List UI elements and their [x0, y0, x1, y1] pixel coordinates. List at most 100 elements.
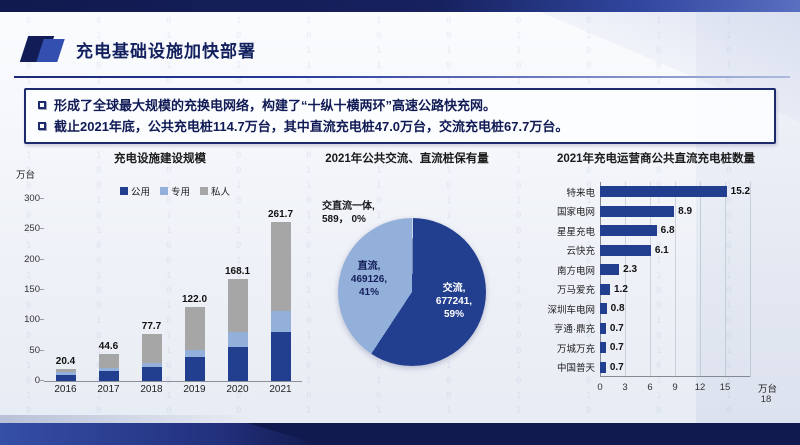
- x-axis-unit: 万台: [758, 384, 778, 395]
- bar-segment-private: [227, 279, 248, 333]
- grid-line: [650, 182, 651, 377]
- pie-label-line: 59%: [443, 309, 464, 320]
- hbar-plot: 特来电 15.2 国家电网 8.9 星星充电 6.8 云快充 6.1 南方电网 2.3 万马爱充 1.…: [520, 182, 792, 377]
- legend-swatch: [159, 187, 168, 195]
- hbar-row: 万城万充 0.7: [520, 338, 792, 358]
- x-category-label: 2021: [269, 384, 292, 395]
- bar-plot-area: 0 50 100 150 200 250 300 20.4 2016 44.6 2017 77.7 20…: [24, 193, 302, 395]
- pie-slice-label-ac: 交流, 677241, 59%: [426, 282, 482, 321]
- chart-title: 充电设施建设规模: [114, 153, 206, 165]
- bar-segment-private: [184, 307, 205, 350]
- hbar-category-label: 云快充: [566, 246, 595, 258]
- bar-total-label: 44.6: [98, 340, 119, 352]
- hbar-row: 星星充电 6.8: [520, 221, 792, 241]
- grid-line: [700, 182, 701, 377]
- legend-item-public: 公用: [119, 184, 150, 198]
- bar-stack: [141, 333, 162, 381]
- hbar-bar: [600, 244, 651, 256]
- x-tick-label: 3: [622, 382, 628, 393]
- hbar-value-label: 0.7: [609, 342, 624, 354]
- x-tick-label: 0: [597, 382, 603, 393]
- bar-segment-dedicated: [270, 311, 291, 332]
- x-category-label: 2017: [97, 384, 120, 395]
- hbar-bar: [600, 303, 607, 315]
- hbar-category-label: 亨通·鼎充: [553, 324, 595, 336]
- hbar-bar: [600, 283, 610, 295]
- hbar-row: 云快充 6.1: [520, 241, 792, 261]
- hbar-row: 深圳车电网 0.8: [520, 299, 792, 319]
- stacked-bar-chart: 充电设施建设规模 万台 公用 专用 私人 0 50 100 150 200 250 300 20.…: [12, 150, 308, 395]
- hbar-value-label: 1.2: [614, 283, 628, 295]
- pie-label-line: 469126,: [350, 274, 388, 285]
- hbar-value-label: 0.7: [609, 361, 624, 373]
- bar-total-label: 122.0: [181, 294, 208, 305]
- bar-stack: [270, 222, 291, 381]
- grid-line: [750, 182, 751, 377]
- bar-segment-public: [98, 371, 119, 381]
- slide-title: 充电基础设施加快部署: [76, 41, 256, 61]
- hbar-category-label: 万城万充: [556, 343, 595, 355]
- grid-line: [600, 182, 601, 377]
- bar-segment-private: [98, 353, 119, 369]
- pie-label-line: 41%: [358, 287, 379, 298]
- hbar-bar: [600, 205, 675, 217]
- bottom-wedge-decoration: [0, 415, 250, 424]
- title-ribbon-icon: [19, 36, 65, 62]
- y-tick-mark: [40, 380, 44, 381]
- square-bullet-icon: [38, 122, 46, 130]
- hbar-value-label: 15.2: [730, 186, 751, 198]
- bar-segment-public: [55, 374, 76, 381]
- hbar-row: 中国普天 0.7: [520, 358, 792, 378]
- pie-chart: 2021年公共交流、直流桩保有量 交流, 677241, 59% 直流, 469126,…: [308, 150, 506, 400]
- legend-swatch: [119, 187, 128, 195]
- x-category-label: 2018: [140, 384, 163, 395]
- bullet-item: 形成了全球最大规模的充换电网络，构建了“十纵十横两环”高速公路快充网。: [38, 95, 762, 116]
- bar-stack: [227, 279, 248, 381]
- bar-stack: [55, 368, 76, 381]
- bottom-band: [0, 423, 800, 445]
- y-axis-unit: 万台: [16, 170, 36, 181]
- pie-label-line: 交直流一体,: [322, 201, 375, 212]
- bar-segment-public: [184, 357, 205, 381]
- hbar-row: 国家电网 8.9: [520, 202, 792, 222]
- pie-slice-label-acdc: 交直流一体, 589， 0%: [322, 200, 422, 226]
- hbar-chart: 2021年充电运营商公共直流充电桩数量 特来电 15.2 国家电网 8.9 星星充电 6.…: [520, 150, 792, 409]
- y-tick-mark: [40, 228, 44, 230]
- hbar-category-label: 深圳车电网: [547, 304, 595, 316]
- hbar-row: 特来电 15.2: [520, 182, 792, 202]
- y-tick-mark: [40, 198, 44, 199]
- grid-line: [725, 182, 726, 377]
- y-tick-mark: [40, 258, 44, 260]
- pie: [338, 218, 486, 366]
- pie-label-line: 677241,: [435, 296, 473, 307]
- x-tick-label: 15: [719, 382, 731, 393]
- bullet-item: 截止2021年底，公共充电桩114.7万台，其中直流充电桩47.0万台，交流充电…: [38, 116, 762, 137]
- legend-item-private: 私人: [200, 184, 230, 198]
- chart-title: 2021年公共交流、直流桩保有量: [325, 153, 489, 165]
- top-band: [0, 0, 800, 12]
- chart-title: 2021年充电运营商公共直流充电桩数量: [556, 153, 756, 165]
- hbar-category-label: 星星充电: [556, 226, 595, 238]
- y-tick-mark: [40, 319, 44, 321]
- y-tick-label: 50: [29, 344, 40, 356]
- x-axis-line: [600, 376, 750, 377]
- hbar-bar: [600, 225, 657, 237]
- legend-label: 专用: [170, 187, 190, 198]
- legend-item-dedicated: 专用: [159, 184, 190, 198]
- y-tick-mark: [40, 349, 44, 351]
- x-tick-label: 12: [694, 382, 706, 393]
- grid-line: [625, 182, 626, 377]
- bottom-band-accent: [0, 423, 320, 445]
- bullet-text: 截止2021年底，公共充电桩114.7万台，其中直流充电桩47.0万台，交流充电…: [54, 119, 569, 134]
- pie-label-line: 589， 0%: [322, 214, 366, 225]
- bar-segment-public: [270, 331, 291, 381]
- hbar-category-label: 中国普天: [556, 363, 595, 375]
- bar-segment-dedicated: [227, 332, 248, 348]
- hbar-x-axis: 万台 0 3 6 9 12 15 18: [520, 379, 792, 409]
- hbar-row: 南方电网 2.3: [520, 260, 792, 280]
- bar-segment-dedicated: [98, 368, 119, 372]
- y-tick-label: 150: [24, 284, 40, 295]
- pie-slice-label-dc: 直流, 469126, 41%: [344, 260, 394, 299]
- pie-label-layer: 交流, 677241, 59% 直流, 469126, 41% 交直流一体, 589， 0%: [308, 170, 506, 400]
- hbar-bar: [600, 342, 606, 354]
